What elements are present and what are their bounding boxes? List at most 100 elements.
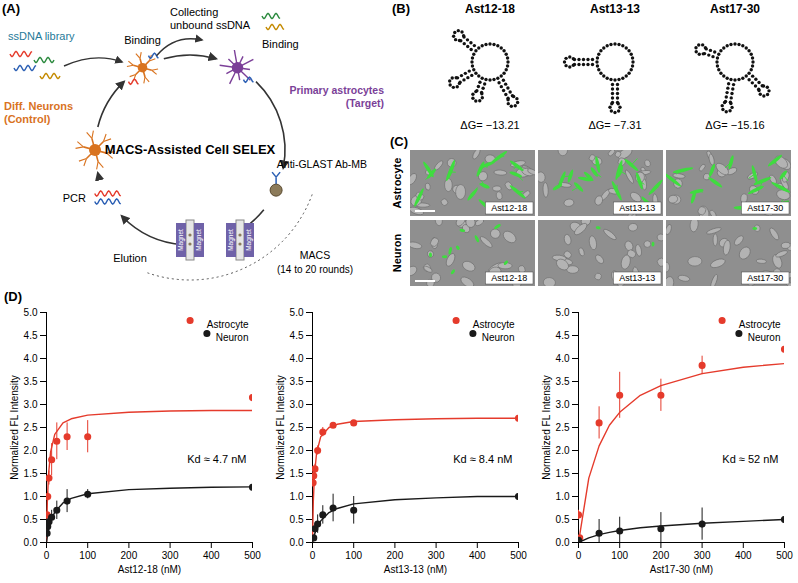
svg-text:Magnet: Magnet [245,229,253,251]
svg-text:4.0: 4.0 [24,353,38,364]
svg-text:2.5: 2.5 [24,422,38,433]
svg-text:Kd ≈ 8.4 nM: Kd ≈ 8.4 nM [453,453,512,465]
svg-text:1.0: 1.0 [24,491,38,502]
svg-text:ΔG= −13.21: ΔG= −13.21 [460,119,519,131]
svg-text:1.0: 1.0 [290,491,304,502]
svg-text:Diff. Neurons: Diff. Neurons [4,100,73,112]
svg-text:3.0: 3.0 [290,399,304,410]
svg-text:3.5: 3.5 [24,376,38,387]
svg-text:ssDNA library: ssDNA library [8,30,75,42]
svg-text:300: 300 [428,550,445,561]
svg-text:2.0: 2.0 [556,445,570,456]
svg-text:Ast12-18 (nM): Ast12-18 (nM) [118,564,181,575]
svg-text:100: 100 [611,550,628,561]
svg-text:1.5: 1.5 [290,468,304,479]
svg-text:Magnet: Magnet [195,229,203,251]
svg-text:Neuron: Neuron [482,332,515,343]
svg-text:0.5: 0.5 [556,514,570,525]
svg-text:2.0: 2.0 [290,445,304,456]
svg-text:Ast17-30: Ast17-30 [747,203,783,213]
svg-text:Astrocyte: Astrocyte [739,319,781,330]
svg-text:5.0: 5.0 [556,307,570,318]
svg-text:Astrocyte: Astrocyte [207,319,249,330]
svg-text:4.0: 4.0 [290,353,304,364]
svg-text:300: 300 [694,550,711,561]
svg-text:1.5: 1.5 [556,468,570,479]
svg-text:PCR: PCR [63,192,86,204]
svg-text:(14 to 20 rounds): (14 to 20 rounds) [277,264,353,275]
svg-text:Ast12-18: Ast12-18 [491,203,527,213]
svg-text:Astrocyte: Astrocyte [391,158,403,209]
svg-text:3.0: 3.0 [556,399,570,410]
svg-text:Neuron: Neuron [216,332,249,343]
svg-text:5.0: 5.0 [290,307,304,318]
svg-text:400: 400 [735,550,752,561]
svg-text:(Target): (Target) [346,97,384,109]
svg-text:3.5: 3.5 [556,376,570,387]
svg-text:Ast13-13 (nM): Ast13-13 (nM) [384,564,447,575]
svg-text:1.5: 1.5 [24,468,38,479]
svg-text:0: 0 [576,550,582,561]
svg-text:Neuron: Neuron [391,233,403,272]
svg-text:4.5: 4.5 [290,330,304,341]
svg-text:200: 200 [653,550,670,561]
svg-text:Astrocyte: Astrocyte [473,319,515,330]
svg-text:0.5: 0.5 [24,514,38,525]
svg-text:unbound ssDNA: unbound ssDNA [170,19,251,31]
svg-text:Neuron: Neuron [748,332,781,343]
svg-text:Anti-GLAST Ab-MB: Anti-GLAST Ab-MB [277,158,367,170]
svg-text:Magnet: Magnet [177,229,185,251]
svg-text:300: 300 [162,550,179,561]
svg-text:Normalized FL Intensity: Normalized FL Intensity [9,375,20,480]
svg-text:ΔG= −15.16: ΔG= −15.16 [705,119,764,131]
svg-text:2.5: 2.5 [556,422,570,433]
svg-text:Kd ≈ 52 nM: Kd ≈ 52 nM [722,453,778,465]
svg-text:4.5: 4.5 [24,330,38,341]
svg-text:0: 0 [44,550,50,561]
svg-text:100: 100 [79,550,96,561]
svg-text:100: 100 [345,550,362,561]
svg-text:200: 200 [387,550,404,561]
svg-text:Elution: Elution [113,252,147,264]
svg-text:MACS: MACS [300,249,330,261]
svg-text:Primary astrocytes: Primary astrocytes [289,84,384,96]
svg-text:0.0: 0.0 [24,537,38,548]
svg-text:Magnet: Magnet [227,229,235,251]
svg-text:(A): (A) [2,1,20,16]
svg-text:4.0: 4.0 [556,353,570,364]
svg-text:0: 0 [310,550,316,561]
svg-text:ΔG= −7.31: ΔG= −7.31 [588,119,641,131]
svg-text:2.5: 2.5 [290,422,304,433]
svg-text:2.0: 2.0 [24,445,38,456]
svg-text:400: 400 [469,550,486,561]
svg-text:0.0: 0.0 [556,537,570,548]
svg-text:Binding: Binding [262,38,299,50]
svg-text:Kd ≈ 4.7 nM: Kd ≈ 4.7 nM [187,453,246,465]
svg-text:(Control): (Control) [4,113,51,125]
svg-text:Ast17-30: Ast17-30 [710,2,760,16]
svg-text:Normalized FL Intensity: Normalized FL Intensity [275,375,286,480]
svg-text:(C): (C) [390,134,408,149]
svg-text:Ast12-18: Ast12-18 [465,2,515,16]
svg-text:Ast17-30 (nM): Ast17-30 (nM) [650,564,713,575]
svg-text:3.0: 3.0 [24,399,38,410]
svg-text:(B): (B) [392,1,410,16]
svg-text:4.5: 4.5 [556,330,570,341]
svg-text:3.5: 3.5 [290,376,304,387]
svg-text:Collecting: Collecting [170,6,218,18]
svg-text:Normalized FL Intensity: Normalized FL Intensity [541,375,552,480]
svg-text:0.0: 0.0 [290,537,304,548]
svg-text:200: 200 [121,550,138,561]
svg-text:Ast13-13: Ast13-13 [619,273,655,283]
svg-text:Ast13-13: Ast13-13 [619,203,655,213]
svg-text:0.5: 0.5 [290,514,304,525]
svg-text:1.0: 1.0 [556,491,570,502]
svg-text:Ast12-18: Ast12-18 [491,273,527,283]
svg-text:Ast13-13: Ast13-13 [590,2,640,16]
svg-text:5.0: 5.0 [24,307,38,318]
svg-text:Binding: Binding [124,34,161,46]
svg-text:500: 500 [510,550,527,561]
svg-text:400: 400 [203,550,220,561]
svg-text:MACS-Assisted Cell SELEX: MACS-Assisted Cell SELEX [105,142,276,157]
svg-text:Ast17-30: Ast17-30 [747,273,783,283]
